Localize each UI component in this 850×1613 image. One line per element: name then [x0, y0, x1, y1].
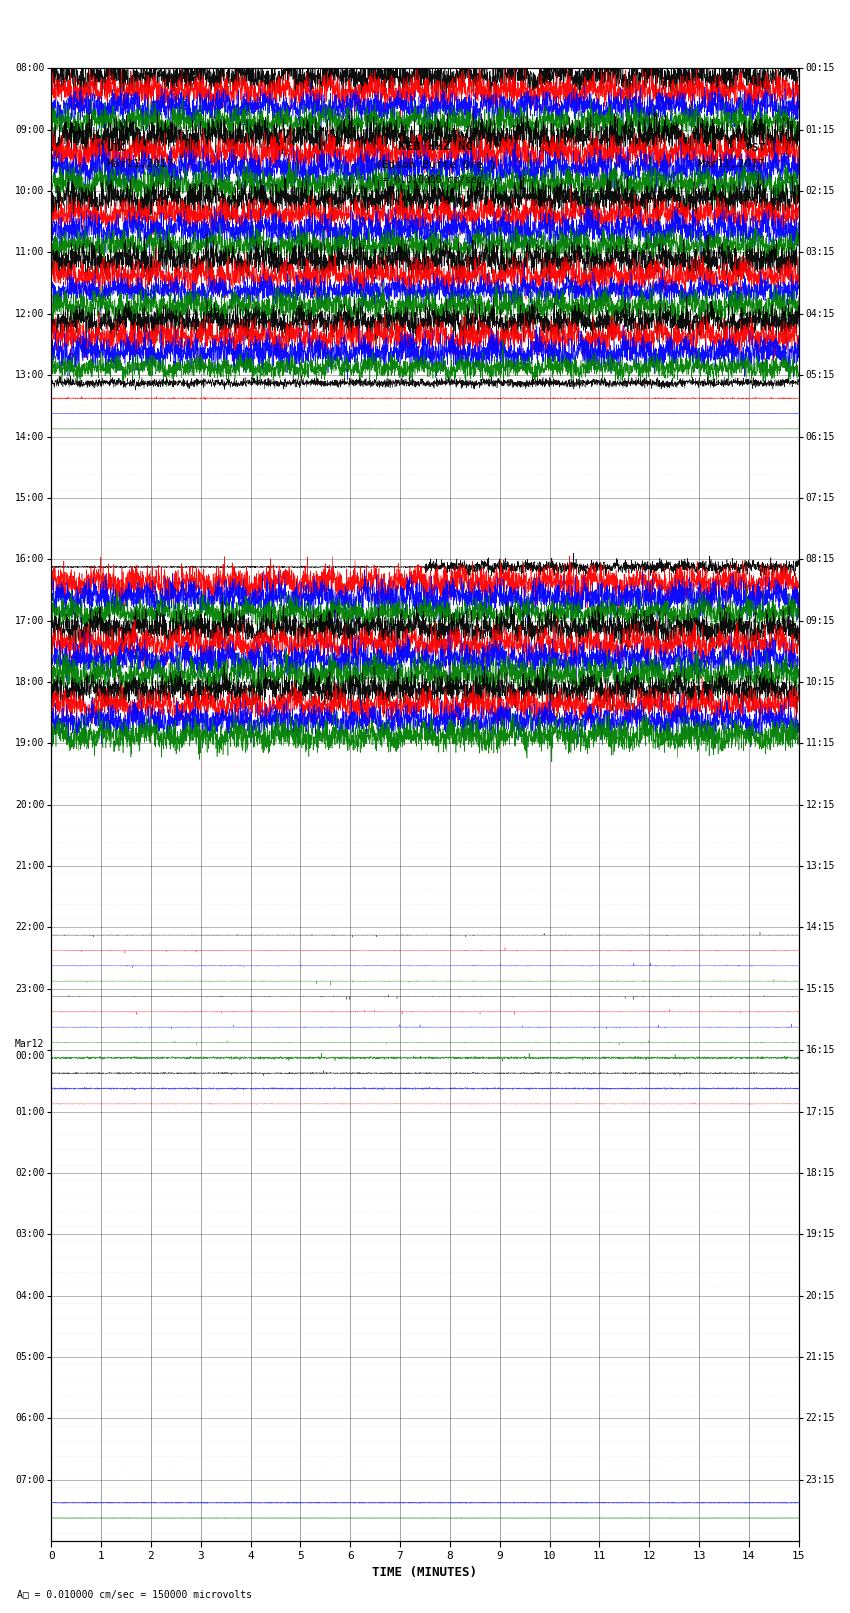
Text: Mar11,2017: Mar11,2017: [698, 160, 765, 169]
Text: PST: PST: [745, 144, 765, 153]
Text: (Edson Butte Ore ): (Edson Butte Ore ): [375, 160, 496, 169]
Text: | = 0.010000 cm/sec: | = 0.010000 cm/sec: [371, 174, 483, 185]
Text: KEB HHZ NC: KEB HHZ NC: [398, 140, 473, 153]
Text: Mar11,2017: Mar11,2017: [106, 160, 173, 169]
Text: A□ = 0.010000 cm/sec = 150000 microvolts: A□ = 0.010000 cm/sec = 150000 microvolts: [17, 1590, 252, 1600]
Text: UTC: UTC: [106, 144, 127, 153]
X-axis label: TIME (MINUTES): TIME (MINUTES): [372, 1566, 478, 1579]
